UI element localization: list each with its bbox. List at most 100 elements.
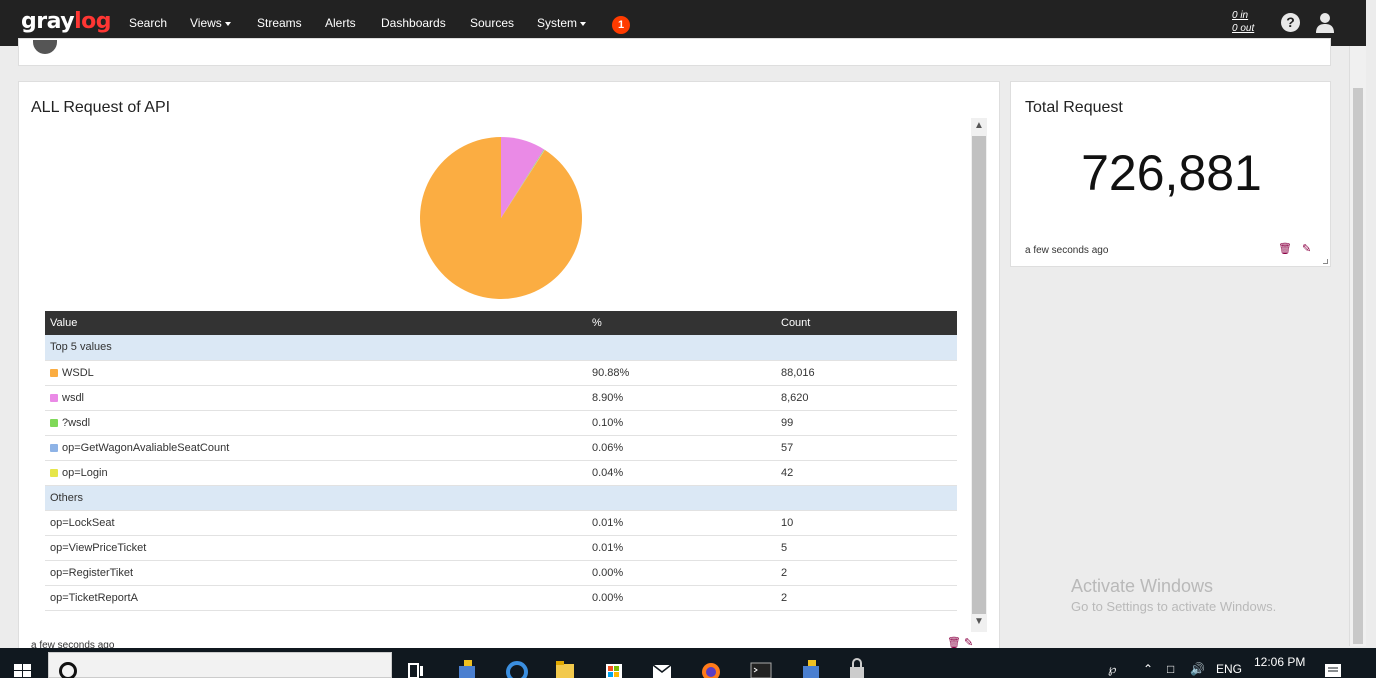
file-explorer-icon[interactable] [554, 658, 576, 678]
value-text: op=GetWagonAvaliableSeatCount [62, 441, 230, 454]
group-label: Top 5 values [45, 335, 957, 361]
taskbar-search-box[interactable] [48, 652, 392, 678]
widget-scrollbar[interactable]: ▲ ▼ [971, 118, 987, 632]
terminal-icon[interactable] [750, 658, 772, 678]
table-row: ?wsdl 0.10% 99 [45, 410, 957, 436]
value-text: WSDL [62, 366, 94, 379]
graylog-logo[interactable]: graylog [21, 9, 112, 34]
cell-percent: 90.88% [587, 360, 776, 386]
trash-icon[interactable]: 🗑 [1278, 243, 1302, 255]
mail-icon[interactable] [651, 658, 673, 678]
widget-title: ALL Request of API [31, 99, 171, 116]
network-app-icon-2[interactable] [800, 658, 822, 678]
pie-slice-wsdl[interactable] [420, 137, 582, 299]
cell-percent: 0.00% [587, 560, 776, 586]
cell-percent: 0.00% [587, 585, 776, 611]
cell-percent: 0.01% [587, 535, 776, 561]
color-swatch [50, 418, 58, 427]
page-scrollbar[interactable] [1349, 46, 1366, 646]
task-view-icon[interactable] [406, 658, 428, 678]
action-center-icon[interactable] [1322, 658, 1344, 678]
cell-count: 2 [776, 560, 957, 586]
nav-streams[interactable]: Streams [257, 16, 302, 30]
caret-down-icon [224, 21, 231, 26]
table-row: op=GetWagonAvaliableSeatCount 0.06% 57 [45, 435, 957, 461]
group-row-top: Top 5 values [45, 335, 957, 361]
group-label: Others [45, 485, 957, 511]
cell-count: 42 [776, 460, 957, 486]
notification-badge[interactable]: 1 [612, 16, 630, 34]
header-percent[interactable]: % [587, 311, 776, 335]
vpn-lock-icon[interactable] [846, 658, 868, 678]
header-count[interactable]: Count [776, 311, 957, 335]
cell-count: 5 [776, 535, 957, 561]
value-text: ?wsdl [62, 416, 91, 429]
watermark-title: Activate Windows [1071, 576, 1214, 596]
cell-value: op=TicketReportA [45, 585, 587, 611]
cell-percent: 0.10% [587, 410, 776, 436]
pie-chart-widget: ALL Request of API Value % Count Top 5 v… [18, 81, 1000, 661]
table-header-row: Value % Count [45, 311, 957, 335]
color-swatch [50, 368, 58, 377]
nav-alerts[interactable]: Alerts [325, 16, 356, 30]
pie-slice-op-login[interactable] [501, 149, 545, 218]
pie-slice-wsdl[interactable] [501, 149, 545, 218]
cell-percent: 8.90% [587, 385, 776, 411]
header-value[interactable]: Value [45, 311, 587, 335]
people-icon[interactable]: ℘ [1108, 662, 1117, 676]
pie-slice-op-getwagonavaliableseatcount[interactable] [501, 149, 545, 218]
language-indicator[interactable]: ENG [1216, 662, 1243, 676]
scroll-up-icon[interactable]: ▲ [974, 120, 984, 131]
volume-icon[interactable]: 🔊 [1190, 662, 1205, 676]
throughput-out: 0 out [1232, 23, 1255, 34]
widget-timestamp: a few seconds ago [31, 640, 115, 651]
throughput-indicator[interactable]: 0 in 0 out [1232, 9, 1254, 35]
scroll-down-icon[interactable]: ▼ [974, 616, 984, 627]
network-app-icon[interactable] [456, 658, 478, 678]
cell-count: 88,016 [776, 360, 957, 386]
table-row: WSDL 90.88% 88,016 [45, 360, 957, 386]
widget-title: Total Request [1025, 99, 1123, 116]
nav-search[interactable]: Search [129, 16, 168, 30]
throughput-in: 0 in [1232, 10, 1249, 21]
color-swatch [50, 443, 58, 452]
resize-handle[interactable] [1323, 259, 1328, 264]
chevron-up-icon[interactable]: ⌃ [1143, 662, 1154, 676]
cell-value: WSDL [45, 360, 587, 386]
store-icon[interactable] [603, 658, 625, 678]
count-value: 726,881 [1081, 145, 1262, 201]
cell-value: ?wsdl [45, 410, 587, 436]
nav-sources[interactable]: Sources [470, 16, 515, 30]
search-icon [59, 662, 77, 678]
cell-value: op=ViewPriceTicket [45, 535, 587, 561]
table-row: op=LockSeat 0.01% 10 [45, 510, 957, 536]
widget-timestamp: a few seconds ago [1025, 245, 1109, 256]
pie-slice-wsdl[interactable] [501, 137, 544, 218]
value-text: op=Login [62, 466, 108, 479]
trash-icon[interactable]: 🗑 [947, 637, 961, 649]
widget-scrollbar-thumb[interactable] [972, 136, 986, 614]
top-panel-partial [18, 38, 1331, 66]
table-row: op=Login 0.04% 42 [45, 460, 957, 486]
edge-icon[interactable] [506, 658, 528, 678]
windows-start-icon[interactable] [14, 664, 32, 678]
user-icon[interactable] [1315, 12, 1335, 34]
edit-icon[interactable]: ✎ [1301, 243, 1322, 255]
table-row: wsdl 8.90% 8,620 [45, 385, 957, 411]
edit-icon[interactable]: ✎ [964, 637, 974, 649]
network-tray-icon[interactable]: □ [1167, 662, 1175, 676]
cell-count: 99 [776, 410, 957, 436]
help-icon[interactable]: ? [1281, 13, 1300, 32]
cell-percent: 0.04% [587, 460, 776, 486]
nav-system[interactable]: System [537, 16, 587, 30]
cell-value: op=LockSeat [45, 510, 587, 536]
firefox-icon[interactable] [700, 658, 722, 678]
cell-count: 10 [776, 510, 957, 536]
clock-time[interactable]: 12:06 PM [1254, 655, 1306, 669]
page-scrollbar-thumb[interactable] [1353, 88, 1363, 644]
nav-views[interactable]: Views [190, 16, 231, 30]
count-widget: Total Request 726,881 a few seconds ago … [1010, 81, 1331, 267]
nav-dashboards[interactable]: Dashboards [381, 16, 446, 30]
chevron-icon[interactable] [33, 40, 57, 54]
widget-actions: 🗑 ✎ [947, 636, 973, 649]
